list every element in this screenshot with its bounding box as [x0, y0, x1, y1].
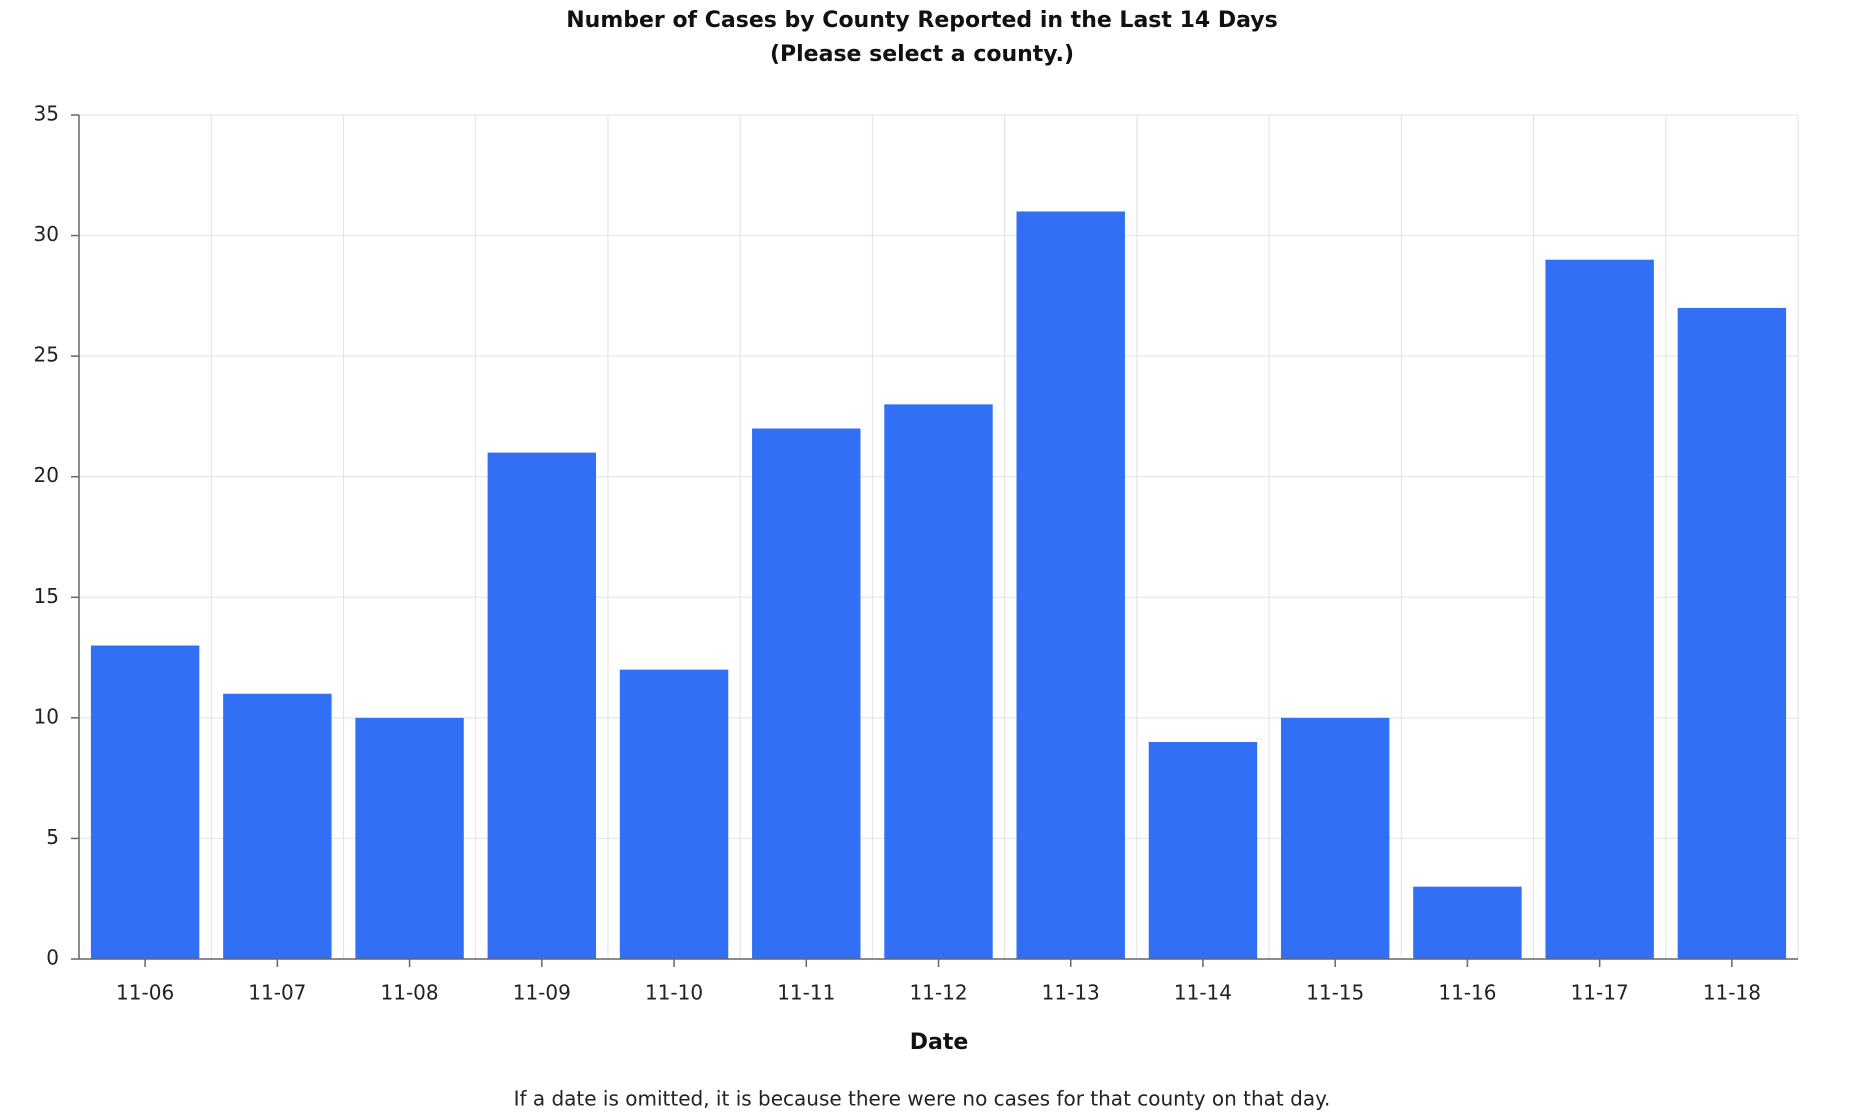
- x-tick-label: 11-14: [1174, 981, 1232, 1005]
- x-tick-label: 11-07: [248, 981, 306, 1005]
- x-tick-label: 11-17: [1571, 981, 1629, 1005]
- y-tick-label: 35: [34, 102, 59, 126]
- x-tick-label: 11-10: [645, 981, 703, 1005]
- y-tick-label: 25: [34, 343, 59, 367]
- x-tick-label: 11-09: [513, 981, 571, 1005]
- y-tick-label: 30: [34, 222, 59, 246]
- y-tick-label: 0: [46, 946, 59, 970]
- bar: [487, 452, 597, 959]
- bar: [90, 645, 200, 959]
- bar: [619, 669, 729, 959]
- x-tick-label: 11-11: [777, 981, 835, 1005]
- x-axis-title: Date: [910, 1030, 969, 1055]
- x-tick-label: 11-12: [909, 981, 967, 1005]
- bar: [752, 428, 861, 959]
- bar: [355, 717, 464, 959]
- bar: [1677, 307, 1787, 959]
- x-tick-label: 11-16: [1438, 981, 1496, 1005]
- bar: [223, 693, 332, 959]
- chart-subtitle: (Please select a county.): [770, 42, 1074, 67]
- bar: [1148, 741, 1258, 959]
- y-tick-label: 20: [34, 463, 59, 487]
- bar: [1016, 211, 1125, 959]
- x-tick-label: 11-15: [1306, 981, 1364, 1005]
- bar: [1545, 259, 1654, 960]
- x-tick-label: 11-13: [1042, 981, 1100, 1005]
- y-tick-label: 15: [34, 584, 59, 608]
- y-tick-label: 5: [46, 825, 59, 849]
- footnote: If a date is omitted, it is because ther…: [514, 1087, 1331, 1111]
- bar: [1413, 886, 1522, 959]
- x-tick-label: 11-08: [381, 981, 439, 1005]
- x-tick-label: 11-06: [116, 981, 174, 1005]
- y-tick-label: 10: [34, 704, 59, 728]
- chart-title: Number of Cases by County Reported in th…: [566, 8, 1277, 33]
- bar: [1280, 717, 1390, 959]
- x-tick-label: 11-18: [1703, 981, 1761, 1005]
- bar: [884, 404, 993, 959]
